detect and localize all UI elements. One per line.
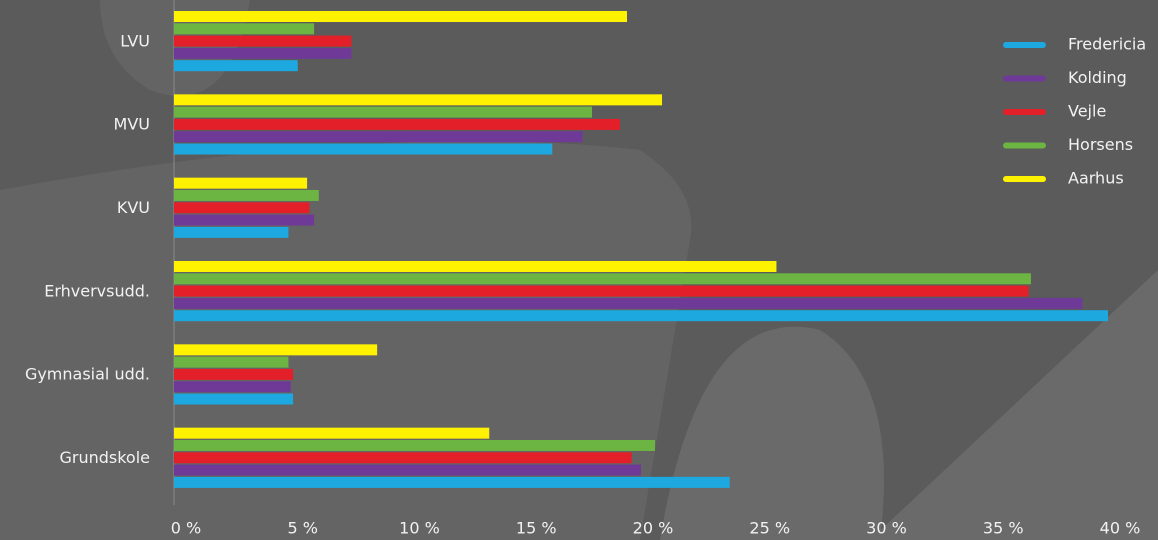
bar — [174, 452, 632, 463]
chart: 0 % 5 % 10 % 15 % 20 % 25 % 30 % 35 % 40 % LVU MVU… — [0, 0, 1158, 540]
y-tick-label: MVU — [114, 115, 150, 134]
bar — [174, 144, 552, 155]
legend-label: Fredericia — [1068, 35, 1146, 54]
x-tick-label: 20 % — [633, 519, 674, 538]
bar — [174, 286, 1029, 297]
y-tick-label: Gymnasial udd. — [25, 365, 150, 384]
bar — [174, 477, 730, 488]
bar — [174, 428, 489, 439]
x-tick-label: 5 % — [288, 519, 318, 538]
x-tick-label: 25 % — [749, 519, 790, 538]
y-tick-label: Erhvervsudd. — [44, 281, 150, 300]
bar — [174, 215, 314, 226]
bar — [174, 107, 592, 118]
x-tick-label: 15 % — [516, 519, 557, 538]
bar — [174, 36, 351, 47]
bar — [174, 394, 293, 405]
bar — [174, 60, 298, 71]
legend-label: Aarhus — [1068, 169, 1124, 188]
bar — [174, 369, 293, 380]
bar — [174, 11, 627, 22]
x-tick-label: 35 % — [983, 519, 1024, 538]
legend-label: Vejle — [1068, 102, 1106, 121]
bar — [174, 381, 291, 392]
x-tick-label: 0 % — [171, 519, 201, 538]
bar — [174, 178, 307, 189]
bar — [174, 190, 319, 201]
bar — [174, 310, 1108, 321]
x-tick-label: 10 % — [399, 519, 440, 538]
bar — [174, 344, 377, 355]
legend-label: Horsens — [1068, 135, 1133, 154]
x-tick-label: 40 % — [1100, 519, 1141, 538]
bar — [174, 440, 655, 451]
bar — [174, 227, 288, 238]
y-tick-label: Grundskole — [59, 448, 150, 467]
bar — [174, 202, 309, 213]
legend-label: Kolding — [1068, 68, 1127, 87]
bar — [174, 298, 1082, 309]
bar — [174, 48, 351, 59]
bar — [174, 131, 583, 142]
y-tick-label: KVU — [117, 198, 150, 217]
bar — [174, 465, 641, 476]
y-tick-label: LVU — [120, 31, 150, 50]
bar — [174, 357, 288, 368]
bar — [174, 273, 1031, 284]
bar — [174, 94, 662, 105]
bar — [174, 261, 776, 272]
x-tick-label: 30 % — [866, 519, 907, 538]
bar — [174, 23, 314, 34]
bar — [174, 119, 620, 130]
page: {"chart_data": {"type": "bar", "orientat… — [0, 0, 1158, 540]
